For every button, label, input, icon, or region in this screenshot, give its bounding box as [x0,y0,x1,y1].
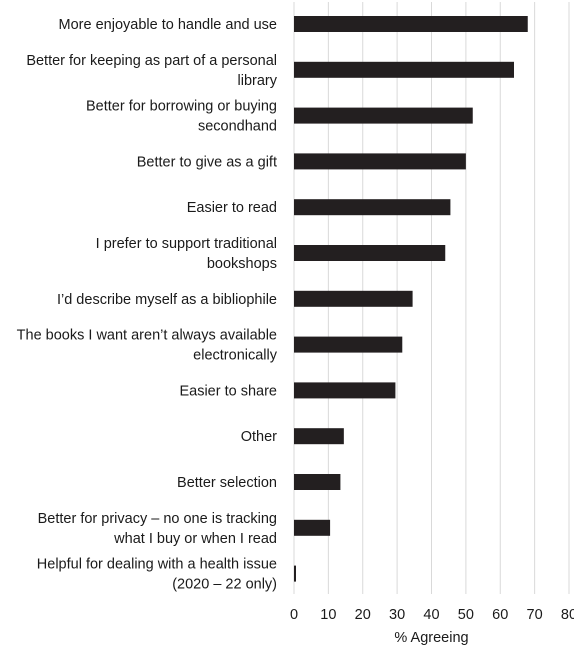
bar [294,61,514,78]
x-tick-label: 30 [389,607,405,623]
x-tick-label: 10 [320,607,336,623]
category-label: Better for keeping as part of a personal [26,53,277,69]
category-label: I prefer to support traditional [96,236,277,252]
category-label: Better selection [177,475,277,491]
category-label: The books I want aren’t always available [17,328,277,344]
category-label: (2020 – 22 only) [172,577,277,593]
x-tick-label: 80 [561,607,574,623]
category-label: Other [241,429,277,445]
category-label: I’d describe myself as a bibliophile [57,292,277,308]
category-label: Better for borrowing or buying [86,99,277,115]
x-tick-label: 70 [527,607,543,623]
bar [294,336,403,353]
category-label: Better for privacy – no one is tracking [38,511,277,527]
x-tick-label: 20 [355,607,371,623]
category-label: library [238,73,278,89]
x-tick-label: 40 [423,607,439,623]
x-tick-label: 0 [290,607,298,623]
bar [294,290,413,307]
bar [294,107,473,124]
bar [294,153,466,170]
category-label: electronically [193,348,278,364]
category-label: More enjoyable to handle and use [59,17,277,33]
x-tick-label: 60 [492,607,508,623]
bar [294,245,446,261]
category-labels: More enjoyable to handle and use Better f… [17,17,278,593]
bar [294,519,331,536]
grid-lines [293,2,570,594]
bar [294,474,341,490]
category-label: bookshops [207,256,277,272]
category-label: Easier to share [179,383,277,399]
bars [294,16,528,582]
category-label: what I buy or when I read [113,531,277,547]
bar [294,199,451,216]
bar [294,382,396,399]
x-axis-ticks: 0 10 20 30 40 50 60 70 80 [290,607,574,623]
x-axis-title: % Agreeing [394,630,468,646]
bar [294,565,296,582]
category-label: Helpful for dealing with a health issue [37,557,277,573]
x-tick-label: 50 [458,607,474,623]
bar [294,16,528,32]
category-label: secondhand [198,119,277,135]
category-label: Better to give as a gift [137,154,277,170]
bar [294,428,344,445]
category-label: Easier to read [187,200,277,216]
